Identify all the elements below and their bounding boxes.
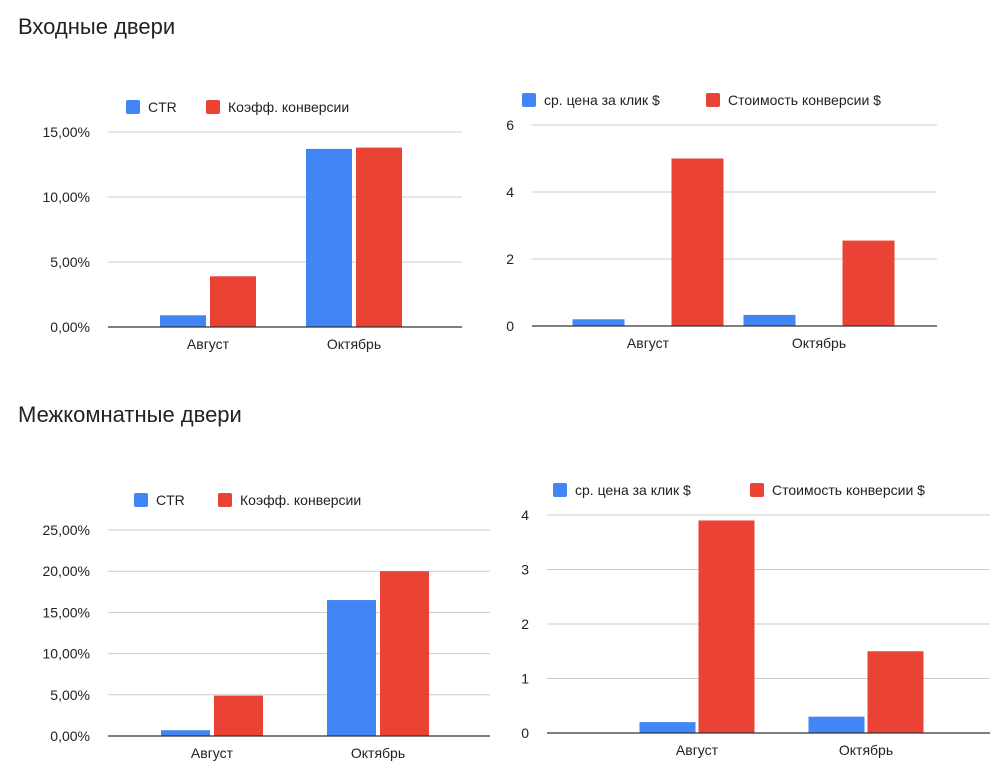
section-title-entrance-doors: Входные двери [18,14,176,39]
y-tick-label: 0,00% [50,728,90,744]
x-tick-label: Август [191,745,234,761]
y-tick-label: 6 [506,117,514,133]
legend-label-1: ср. цена за клик $ [544,92,660,108]
y-tick-label: 0 [521,725,529,741]
bar-series2-2 [842,240,895,326]
legend-swatch-1 [126,100,140,114]
x-tick-label: Октябрь [351,745,405,761]
legend-swatch-1 [134,493,148,507]
bar-series1-1 [161,730,210,736]
bar-chart-entrance-rates: CTR Коэфф. конверсии 0,00% 5,00% 10,00% 15,00… [43,99,462,352]
legend-swatch-2 [706,93,720,107]
legend-swatch-2 [750,483,764,497]
bar-series2-1 [698,520,755,733]
bar-series1-2 [743,314,796,326]
y-tick-label: 10,00% [43,189,90,205]
y-tick-label: 0 [506,318,514,334]
bar-series1-2 [306,148,352,327]
bar-series1-2 [327,600,376,736]
legend-label-2: Коэфф. конверсии [228,99,349,115]
section-title-interior-doors: Межкомнатные двери [18,402,242,427]
y-tick-label: 15,00% [43,124,90,140]
legend-swatch-1 [522,93,536,107]
bar-series2-2 [356,147,402,327]
y-tick-label: 25,00% [43,522,90,538]
y-tick-label: 5,00% [50,254,90,270]
x-tick-label: Август [187,336,230,352]
y-tick-label: 5,00% [50,687,90,703]
y-tick-label: 1 [521,671,529,687]
y-tick-label: 0,00% [50,319,90,335]
bar-series1-1 [160,315,206,327]
bar-series2-2 [867,651,924,733]
y-tick-label: 20,00% [43,563,90,579]
y-tick-label: 2 [521,616,529,632]
bar-chart-interior-costs: ср. цена за клик $ Стоимость конверсии $ 0… [521,482,990,758]
legend-label-2: Коэфф. конверсии [240,492,361,508]
legend-label-1: CTR [148,99,177,115]
bar-series2-1 [214,695,263,736]
x-tick-label: Октябрь [839,742,893,758]
x-tick-label: Октябрь [792,335,846,351]
legend-swatch-2 [218,493,232,507]
bar-chart-interior-rates: CTR Коэфф. конверсии 0,00% 5,00% 10,00% 15,00… [43,492,490,761]
x-tick-label: Октябрь [327,336,381,352]
x-tick-label: Август [627,335,670,351]
legend-label-2: Стоимость конверсии $ [728,92,881,108]
legend-label-2: Стоимость конверсии $ [772,482,925,498]
legend-label-1: CTR [156,492,185,508]
x-tick-label: Август [676,742,719,758]
bar-series2-1 [671,158,724,326]
bar-series2-1 [210,276,256,327]
bar-series1-1 [572,319,625,326]
y-tick-label: 15,00% [43,604,90,620]
y-tick-label: 10,00% [43,646,90,662]
bar-series2-2 [380,571,429,736]
bar-chart-entrance-costs: ср. цена за клик $ Стоимость конверсии $ 0… [506,92,937,351]
legend-swatch-1 [553,483,567,497]
bar-series1-1 [639,722,696,733]
legend-swatch-2 [206,100,220,114]
legend-label-1: ср. цена за клик $ [575,482,691,498]
bar-series1-2 [808,716,865,733]
y-tick-label: 4 [521,507,529,523]
y-tick-label: 2 [506,251,514,267]
y-tick-label: 4 [506,184,514,200]
y-tick-label: 3 [521,562,529,578]
